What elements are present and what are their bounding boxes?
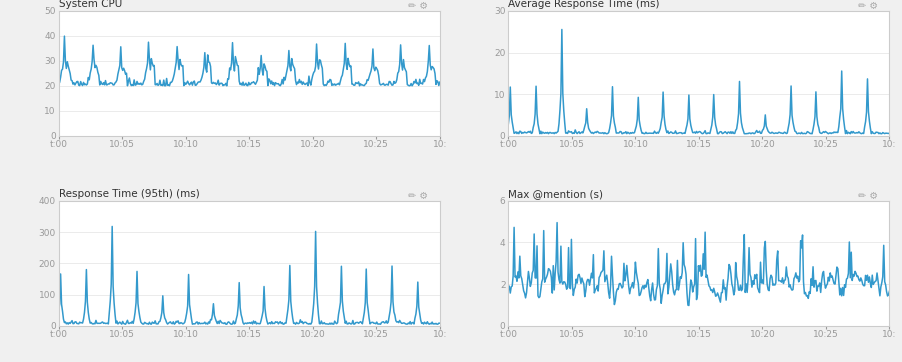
Text: Response Time (95th) (ms): Response Time (95th) (ms) — [59, 189, 199, 199]
Text: Max @mention (s): Max @mention (s) — [508, 189, 603, 199]
Text: ✏ ⚙: ✏ ⚙ — [408, 191, 428, 201]
Text: ✏ ⚙: ✏ ⚙ — [408, 1, 428, 11]
Text: System CPU: System CPU — [59, 0, 122, 9]
Text: Average Response Time (ms): Average Response Time (ms) — [508, 0, 659, 9]
Text: ✏ ⚙: ✏ ⚙ — [857, 1, 877, 11]
Text: ✏ ⚙: ✏ ⚙ — [857, 191, 877, 201]
